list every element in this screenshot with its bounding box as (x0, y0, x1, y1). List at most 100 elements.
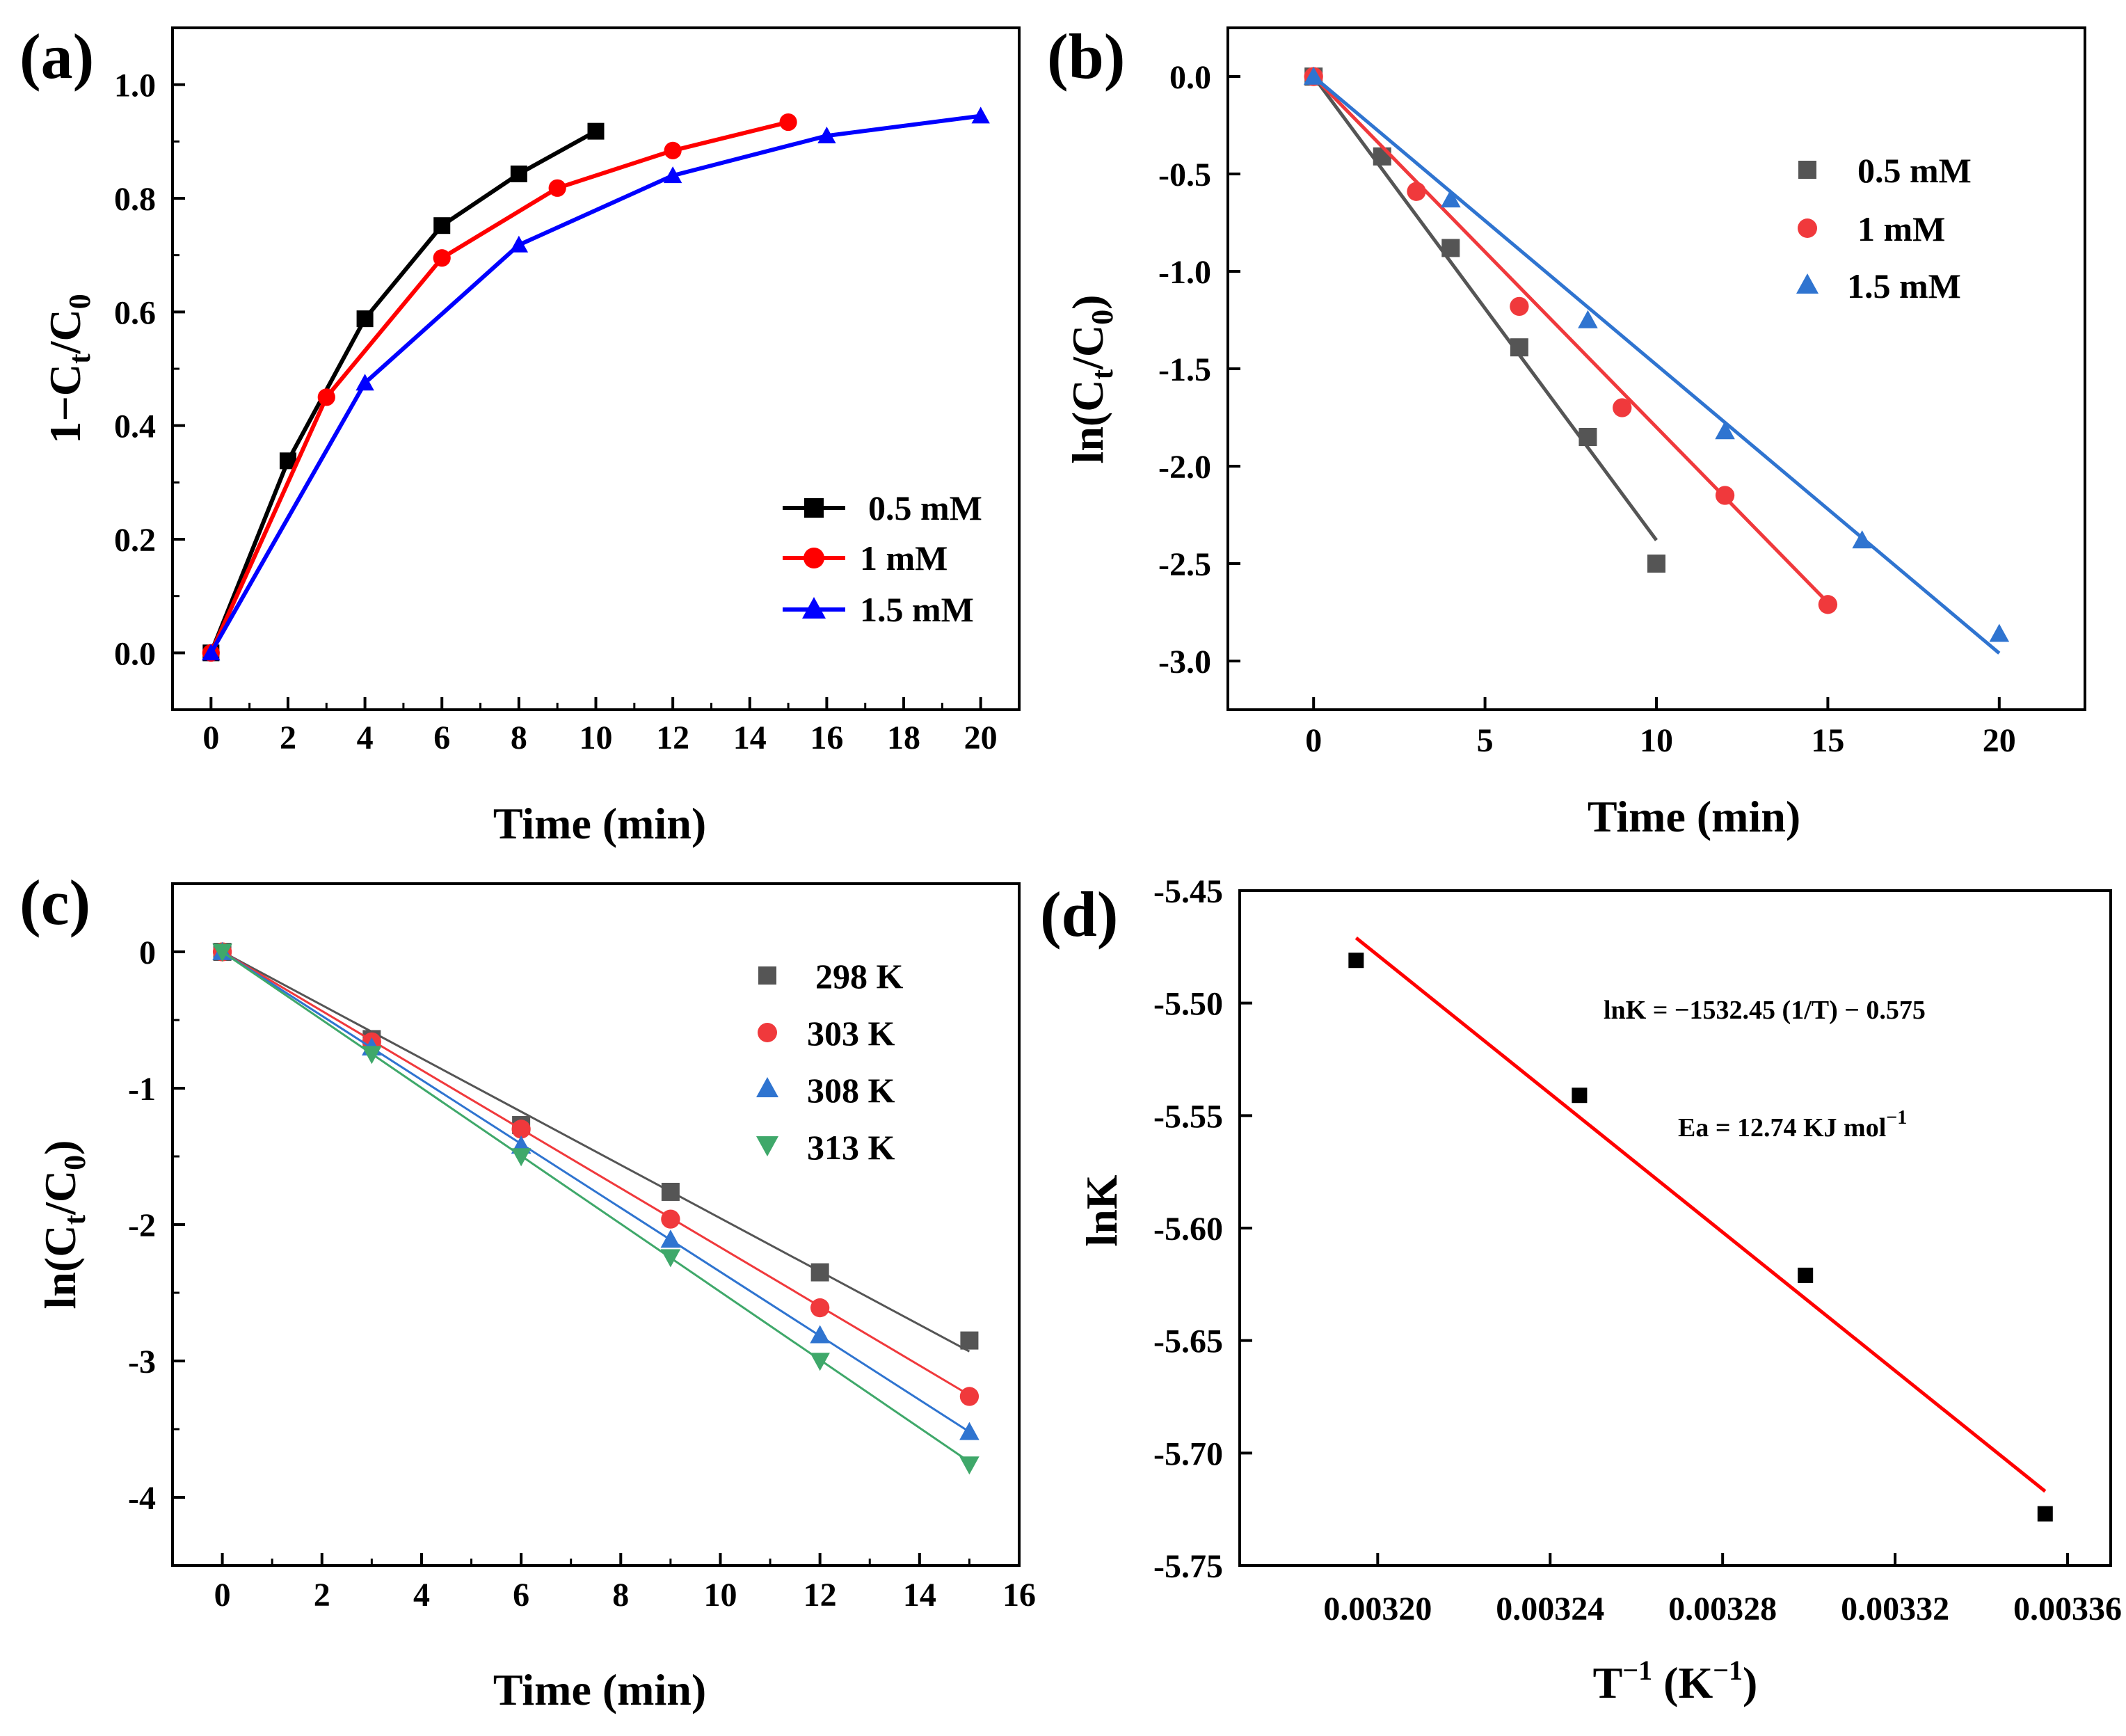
data-point-1-mm (1613, 398, 1632, 417)
fit-line-303-k (221, 950, 970, 1396)
x-tick-label: 10 (580, 719, 613, 756)
panel-b-y-axis-title: ln(Ct/C0) (1063, 295, 1119, 464)
x-tick-label: 4 (413, 1577, 430, 1614)
legend-marker-1p5mm (802, 597, 826, 619)
panel-a-plot-area (202, 106, 990, 662)
y-tick-label: -5.75 (1153, 1548, 1223, 1585)
data-point-313-k (511, 1148, 532, 1167)
data-point-298-k (661, 1182, 680, 1201)
data-point-1-mm (664, 141, 682, 159)
data-point-1-mm (433, 249, 451, 267)
legend-label-1mm: 1 mM (1857, 209, 1945, 248)
panel-c-legend: 298 K 303 K 308 K 313 K (756, 957, 904, 1167)
legend-marker-313k (756, 1136, 778, 1156)
legend-label-1mm: 1 mM (860, 539, 948, 578)
data-point-0p5-mm (587, 122, 605, 140)
data-point-298-k (960, 1331, 979, 1350)
legend-label-298k: 298 K (815, 957, 904, 996)
x-tick-label: 0 (1305, 722, 1322, 759)
data-point-0p5-mm (510, 165, 527, 182)
data-point-1p5-mm (1578, 310, 1598, 328)
x-tick-label: 2 (280, 719, 296, 756)
x-tick-label: 0.00336 (2013, 1591, 2122, 1627)
y-tick-label: -1 (128, 1071, 156, 1108)
x-tick-label: 16 (1002, 1577, 1036, 1614)
data-point-1p5-mm (1989, 623, 2010, 642)
panel-a-x-tick-labels: 0 2 4 6 8 10 12 14 16 18 20 (202, 719, 997, 756)
data-point-298-k (810, 1263, 829, 1282)
panel-b: (b) 0.0 -0.5 -1.0 -1.5 -2.0 -2.5 -3.0 0 5 10 15 20… (1047, 21, 2086, 841)
legend-marker-1p5mm (1796, 273, 1819, 294)
panel-c-label: (c) (19, 867, 90, 938)
data-point-313-k (959, 1456, 980, 1475)
data-point-lnk (1798, 1267, 1814, 1283)
data-point-303-k (511, 1120, 531, 1139)
legend-marker-298k (758, 966, 776, 985)
panel-b-label: (b) (1047, 21, 1125, 92)
data-point-1-mm (1715, 486, 1735, 505)
x-tick-label: 0 (202, 719, 219, 756)
data-point-313-k (212, 943, 232, 962)
fit-line-1p5-mm (1312, 75, 2001, 655)
series-lnk (1348, 936, 2053, 1522)
legend-marker-303k (758, 1023, 777, 1042)
panel-c-x-axis-title: Time (min) (493, 1665, 706, 1714)
panel-a-y-tick-labels: 0.0 0.2 0.4 0.6 0.8 1.0 (114, 67, 156, 673)
x-tick-label: 10 (703, 1577, 737, 1614)
y-tick-label: 0.2 (114, 522, 156, 559)
data-point-1p5-mm (817, 126, 836, 143)
data-point-0p5-mm (1647, 555, 1665, 573)
legend-label-0p5mm: 0.5 mM (1857, 151, 1972, 190)
y-tick-label: 1.0 (114, 67, 156, 104)
panel-b-legend: 0.5 mM 1 mM 1.5 mM (1796, 151, 1972, 305)
y-tick-label: -5.50 (1153, 986, 1223, 1023)
panel-d-plot-area (1348, 936, 2053, 1522)
y-tick-label: 0 (139, 934, 156, 971)
data-point-1p5-mm (202, 644, 221, 661)
series-1p5-mm (1303, 66, 2010, 655)
panel-d-x-tick-labels: 0.00320 0.00324 0.00328 0.00332 0.00336 (1323, 1591, 2122, 1627)
panel-c-y-tick-labels: 0 -1 -2 -3 -4 (128, 934, 156, 1517)
panel-a-label: (a) (19, 21, 94, 92)
series-0p5-mm (202, 122, 605, 662)
series-313-k (212, 943, 980, 1475)
y-tick-label: -3.0 (1158, 644, 1211, 680)
y-tick-label: -2 (128, 1207, 156, 1244)
panel-c-y-axis-title: ln(Ct/C0) (35, 1140, 92, 1309)
panel-d-ticks (1240, 889, 2070, 1567)
y-tick-label: -5.60 (1153, 1211, 1223, 1248)
fit-line-1-mm (1312, 75, 1830, 604)
x-tick-label: 4 (357, 719, 374, 756)
y-tick-label: -4 (128, 1480, 156, 1517)
y-tick-label: -5.55 (1153, 1098, 1223, 1135)
panel-b-ticks (1228, 75, 2001, 710)
legend-marker-308k (756, 1077, 778, 1097)
data-point-303-k (810, 1298, 830, 1318)
panel-b-plot-area (1303, 66, 2010, 655)
panel-a-x-axis-title: Time (min) (493, 799, 706, 848)
data-point-1p5-mm (1303, 66, 1324, 85)
x-tick-label: 16 (810, 719, 843, 756)
x-tick-label: 20 (1983, 722, 2016, 759)
x-tick-label: 20 (964, 719, 998, 756)
data-point-1-mm (779, 113, 797, 132)
legend-marker-1mm (804, 548, 824, 568)
panel-b-y-tick-labels: 0.0 -0.5 -1.0 -1.5 -2.0 -2.5 -3.0 (1158, 59, 1211, 680)
data-point-1p5-mm (1852, 530, 1872, 549)
x-tick-label: 14 (903, 1577, 936, 1614)
series-line-0p5-mm (209, 129, 597, 654)
x-tick-label: 6 (513, 1577, 529, 1614)
x-tick-label: 2 (314, 1577, 330, 1614)
y-tick-label: -2.0 (1158, 449, 1211, 486)
data-point-308-k (810, 1325, 830, 1344)
data-point-lnk (1348, 953, 1364, 969)
data-point-313-k (810, 1353, 830, 1371)
y-tick-label: -5.45 (1153, 873, 1223, 910)
panel-c-x-tick-labels: 0 2 4 6 8 10 12 14 16 (214, 1577, 1036, 1614)
data-point-1p5-mm (509, 235, 529, 253)
series-0p5-mm (1304, 67, 1665, 573)
panel-c-plot-area (212, 941, 980, 1475)
legend-label-313k: 313 K (807, 1128, 895, 1167)
data-point-lnk (1572, 1088, 1588, 1104)
data-point-308-k (959, 1422, 980, 1440)
